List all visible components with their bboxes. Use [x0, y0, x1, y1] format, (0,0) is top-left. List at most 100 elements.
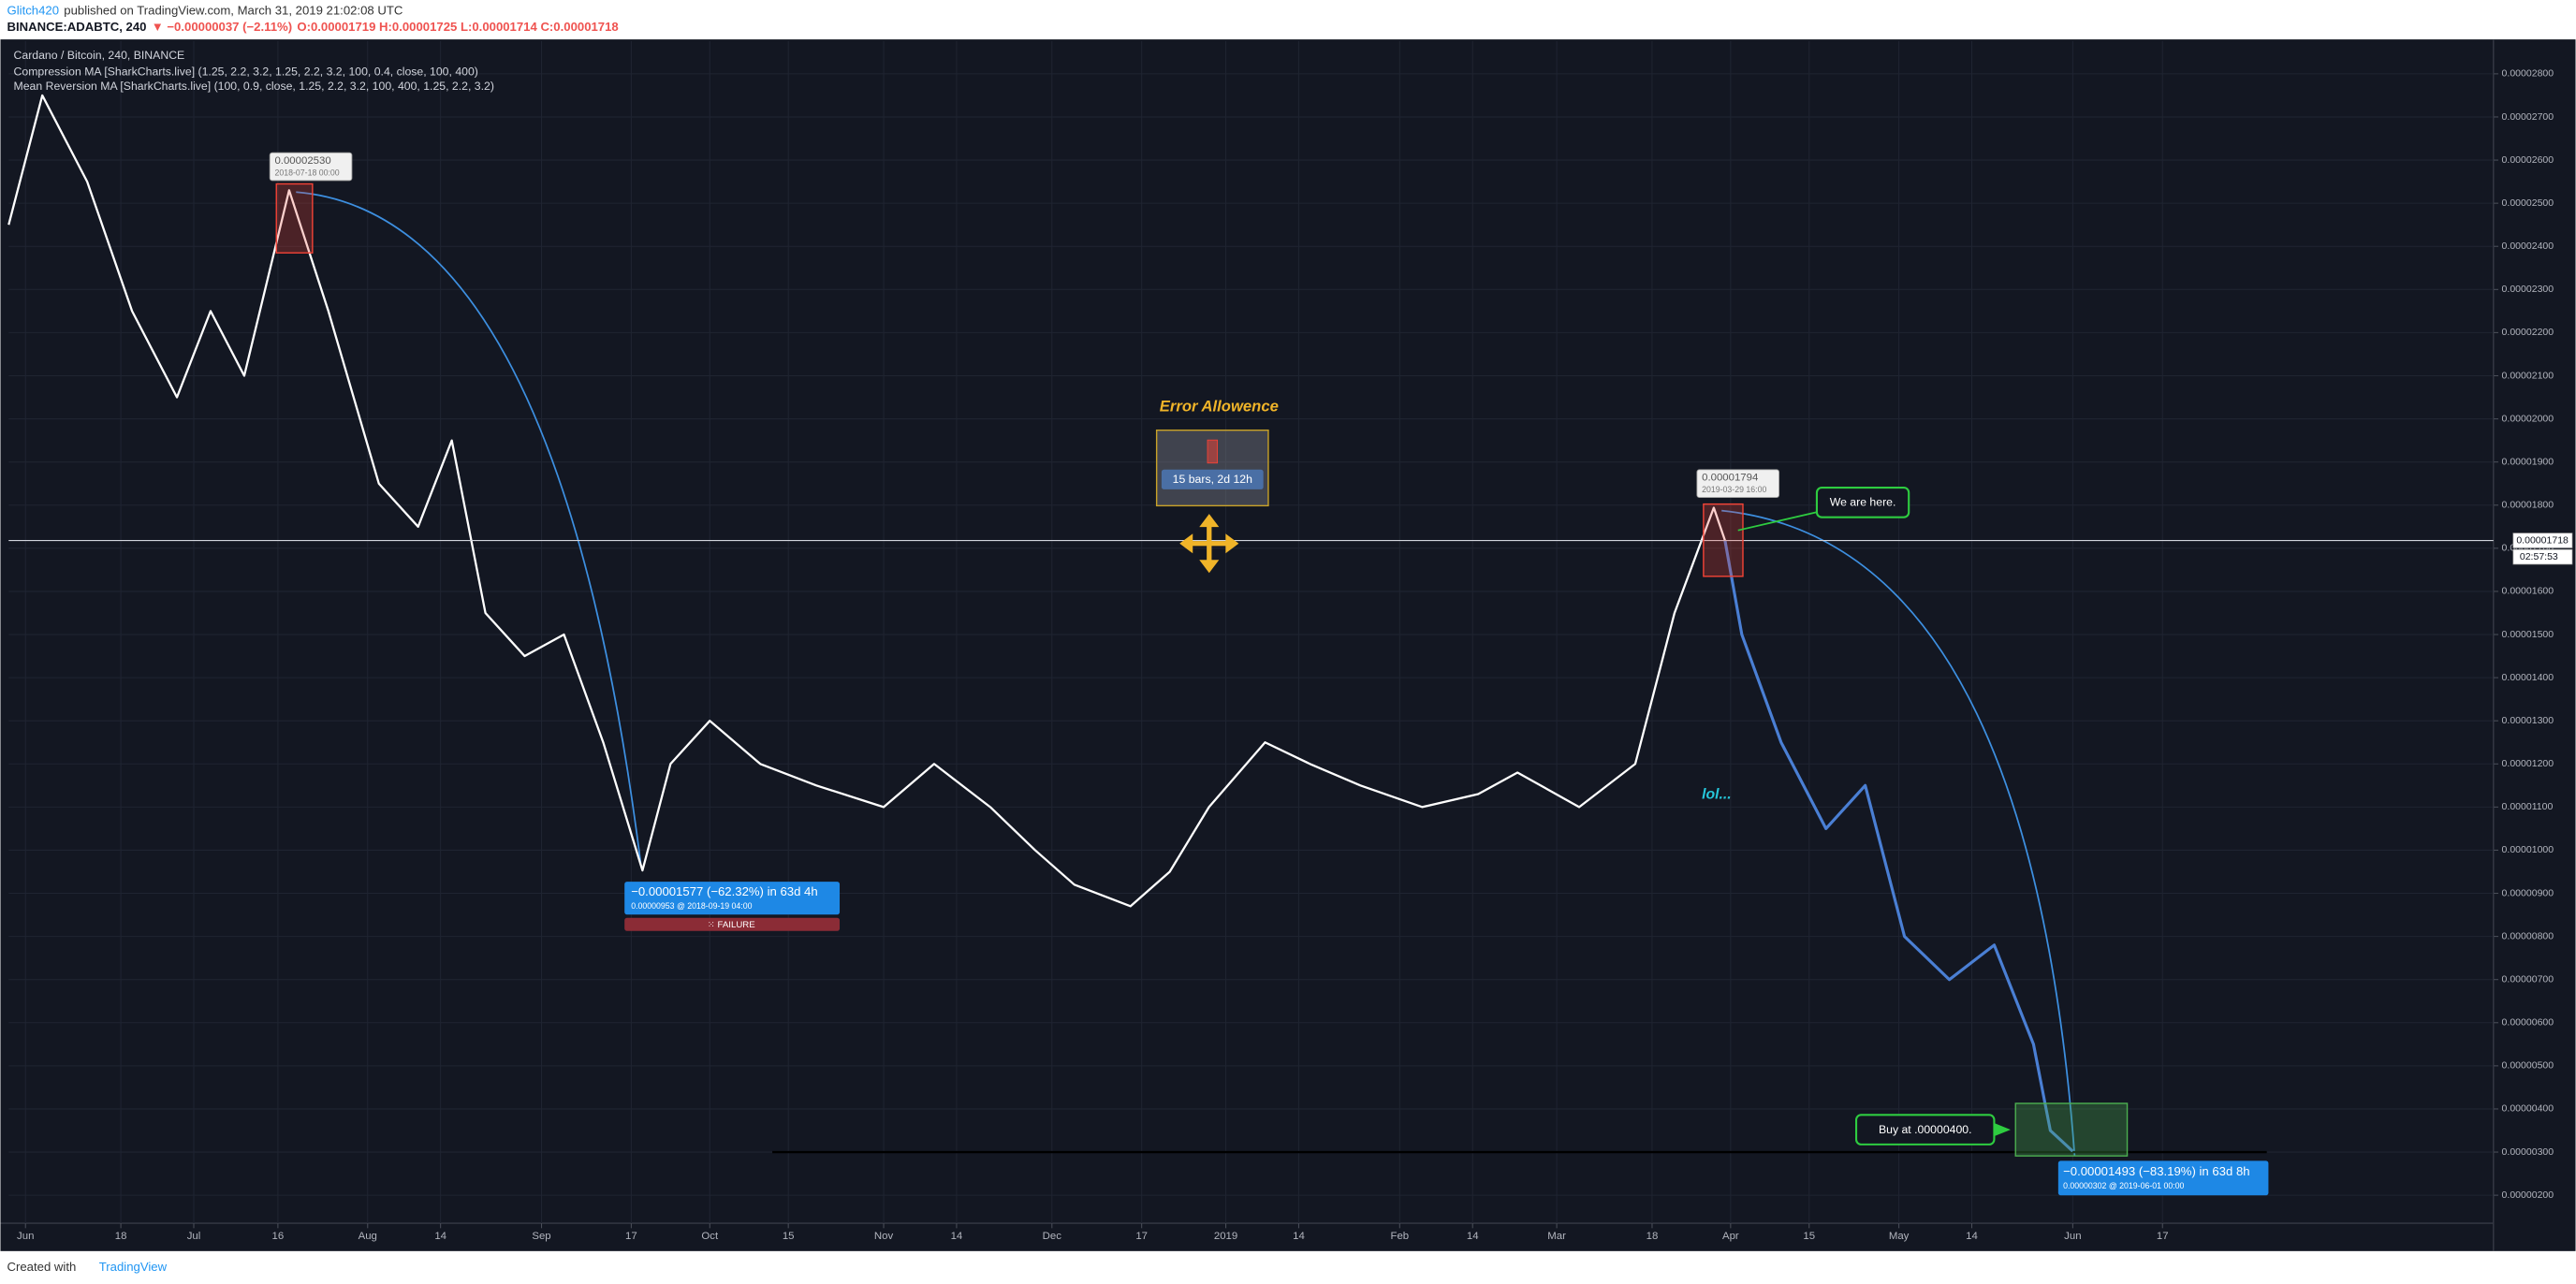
y-tick-label: 0.00002400	[2502, 241, 2554, 252]
x-tick-label: 2019	[1214, 1231, 1237, 1242]
footer-background	[0, 1250, 2576, 1284]
x-tick-label: May	[1889, 1231, 1910, 1242]
move-icon	[1179, 514, 1239, 574]
y-tick-label: 0.00000800	[2502, 930, 2554, 941]
x-tick-label: 18	[1647, 1231, 1659, 1242]
arrow	[1179, 533, 1193, 554]
arrow	[1199, 514, 1220, 528]
y-tick-label: 0.00002600	[2502, 154, 2554, 166]
failure-label: ⁙ FAILURE	[708, 920, 755, 930]
x-tick-label: Mar	[1547, 1231, 1566, 1242]
price-tag	[2512, 533, 2573, 548]
y-tick-label: 0.00002800	[2502, 68, 2554, 80]
y-tick-label: 0.00000400	[2502, 1103, 2554, 1115]
plot	[296, 191, 2267, 1157]
measure-text: −0.00001493 (−83.19%) in 63d 8h	[2063, 1164, 2249, 1178]
y-tick-label: 0.00002100	[2502, 370, 2554, 381]
y-tick-label: 0.00000300	[2502, 1146, 2554, 1158]
x-tick-label: 14	[434, 1231, 446, 1242]
author[interactable]: Glitch420	[7, 4, 60, 18]
y-tick-label: 0.00000500	[2502, 1060, 2554, 1072]
x-tick-label: 18	[115, 1231, 127, 1242]
y-tick-label: 0.00000600	[2502, 1017, 2554, 1029]
y-tick-label: 0.00001600	[2502, 586, 2554, 597]
y-tick-label: 0.00002000	[2502, 413, 2554, 424]
x-tick-label: Aug	[359, 1231, 377, 1242]
x-tick-label: Jul	[187, 1231, 201, 1242]
header-symbol: BINANCE:ADABTC, 240	[7, 20, 147, 34]
y-tick-label: 0.00002700	[2502, 111, 2554, 123]
peak-date: 2019-03-29 16:00	[1702, 485, 1766, 494]
move-bar	[1207, 520, 1212, 567]
y-tick-label: 0.00001100	[2502, 801, 2554, 812]
arrow	[1199, 560, 1220, 574]
projection-arc	[1721, 509, 2076, 1157]
published: published on TradingView.com, March 31, …	[64, 4, 402, 18]
countdown-label: 02:57:53	[2520, 551, 2558, 562]
x-tick-label: 14	[1467, 1231, 1479, 1242]
header-line-2: BINANCE:ADABTC, 240 ▼ −0.00000037 (−2.11%…	[7, 20, 619, 34]
x-tick-label: Oct	[701, 1231, 719, 1242]
y-tick-label: 0.00000900	[2502, 887, 2554, 898]
measure-detail: 0.00000953 @ 2018-09-19 04:00	[631, 901, 752, 911]
x-tick-label: Nov	[874, 1231, 894, 1242]
x-tick-label: 15	[1803, 1231, 1815, 1242]
failure-bar	[624, 917, 841, 931]
x-tick-label: Sep	[532, 1231, 550, 1242]
x-tick-label: Feb	[1390, 1231, 1409, 1242]
y-tick-label: 0.00002300	[2502, 284, 2554, 295]
projection-arc	[296, 191, 642, 866]
peak-box	[1703, 503, 1744, 577]
y-tick-label: 0.00002500	[2502, 197, 2554, 209]
x-tick-label: 16	[272, 1231, 285, 1242]
y-tick-label: 0.00001900	[2502, 456, 2554, 467]
y-tick-label: 0.00001000	[2502, 844, 2554, 855]
price-line	[7, 94, 1726, 908]
x-tick-label: 17	[2157, 1231, 2169, 1242]
label-box	[1696, 469, 1780, 499]
arrow	[1225, 533, 1239, 554]
annotations: 0.00002530 2018-07-18 00:00 −0.00001577 …	[269, 152, 2269, 1196]
error-title: Error Allowence	[1160, 398, 1279, 416]
measure-box	[2057, 1160, 2269, 1196]
y-tick-label: 0.00001800	[2502, 500, 2554, 511]
price-line	[1723, 540, 2074, 1153]
target-box	[2014, 1102, 2129, 1157]
axes: 0.00000200 0.00000300 0.00000400 0.00000500…	[17, 68, 2573, 1242]
x-tick-label: 14	[1293, 1231, 1305, 1242]
chart-background	[0, 39, 2576, 1251]
footer-brand[interactable]: TradingView	[99, 1260, 168, 1274]
callout-text: We are here.	[1830, 496, 1896, 509]
header-line-1: Glitch420 published on TradingView.com, M…	[7, 4, 403, 18]
indicator: Compression MA [SharkCharts.live] (1.25,…	[14, 65, 478, 78]
x-tick-label: Jun	[17, 1231, 34, 1242]
header-ohlc: O:0.00001719 H:0.00001725 L:0.00001714 C…	[297, 20, 618, 34]
error-marker	[1207, 439, 1218, 464]
header-change: ▼ −0.00000037 (−2.11%)	[152, 20, 292, 34]
y-tick-label: 0.00000200	[2502, 1189, 2554, 1201]
callout-text: Buy at .00000400.	[1879, 1123, 1972, 1136]
peak-price: 0.00001794	[1702, 473, 1758, 484]
y-tick-label: 0.00001400	[2502, 672, 2554, 683]
x-tick-label: 15	[783, 1231, 795, 1242]
peak-price: 0.00002530	[274, 155, 330, 167]
footer-text: Created with	[7, 1260, 77, 1274]
series	[7, 94, 2494, 1153]
y-tick-label: 0.00001300	[2502, 715, 2554, 726]
y-tick-label: 0.00001500	[2502, 629, 2554, 640]
callout-pointer	[1994, 1123, 2011, 1137]
x-tick-label: Jun	[2064, 1231, 2081, 1242]
error-label-box	[1161, 469, 1264, 489]
countdown-tag	[2512, 548, 2573, 565]
label-box	[269, 152, 353, 182]
peak-date: 2018-07-18 00:00	[274, 168, 339, 177]
x-tick-label: 17	[625, 1231, 637, 1242]
price-tag-label: 0.00001718	[2516, 534, 2569, 546]
y-tick-label: 0.00002200	[2502, 327, 2554, 338]
indicator: Mean Reversion MA [SharkCharts.live] (10…	[14, 80, 494, 93]
measure-text: −0.00001577 (−62.32%) in 63d 4h	[631, 884, 817, 898]
x-tick-label: 14	[951, 1231, 963, 1242]
x-tick-label: Apr	[1722, 1231, 1739, 1242]
